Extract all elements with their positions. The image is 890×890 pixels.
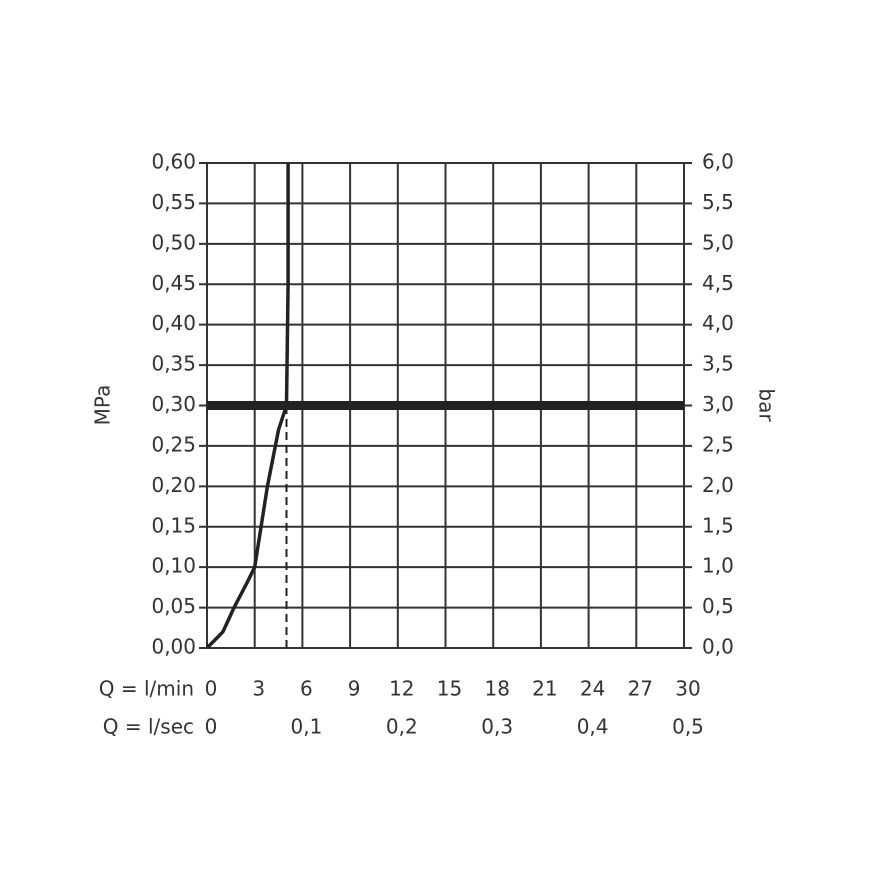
x-tick-label: 6	[300, 677, 313, 701]
y2-tick-label: 0,5	[702, 594, 734, 618]
x2-tick-label: 0,1	[290, 715, 322, 739]
y-axis-label: MPa	[91, 385, 115, 426]
y2-tick-label: 3,0	[702, 392, 734, 416]
y2-tick-label: 3,5	[702, 352, 734, 376]
x-tick-label: 27	[628, 677, 653, 701]
y-tick-label: 0,45	[151, 271, 196, 295]
y2-tick-label: 2,0	[702, 473, 734, 497]
x-tick-label: 9	[348, 677, 361, 701]
y2-tick-label: 4,5	[702, 271, 734, 295]
y2-tick-label: 2,5	[702, 432, 734, 456]
y-tick-label: 0,25	[151, 432, 196, 456]
y2-tick-label: 4,0	[702, 311, 734, 335]
y-tick-label: 0,00	[151, 635, 196, 659]
x-tick-label: 18	[484, 677, 509, 701]
y-tick-label: 0,10	[151, 554, 196, 578]
y-tick-label: 0,40	[151, 311, 196, 335]
y-tick-label: 0,15	[151, 513, 196, 537]
x2-tick-label: 0,3	[481, 715, 513, 739]
y2-tick-label: 5,0	[702, 230, 734, 254]
x-tick-label: 3	[252, 677, 265, 701]
curve	[205, 163, 290, 650]
y2-axis-label: bar	[755, 388, 779, 422]
y-tick-label: 0,05	[151, 594, 196, 618]
x2-tick-label: 0,5	[672, 715, 704, 739]
x-tick-label: 30	[675, 677, 700, 701]
y-tick-label: 0,50	[151, 230, 196, 254]
x-axis-label: Q = l/min	[99, 677, 194, 701]
x-tick-label: 21	[532, 677, 557, 701]
y-tick-label: 0,55	[151, 190, 196, 214]
x2-tick-label: 0	[205, 715, 218, 739]
y-tick-label: 0,60	[151, 150, 196, 174]
x-tick-label: 0	[205, 677, 218, 701]
y2-tick-label: 1,0	[702, 554, 734, 578]
y-tick-label: 0,35	[151, 352, 196, 376]
y2-tick-label: 5,5	[702, 190, 734, 214]
x2-tick-label: 0,2	[386, 715, 418, 739]
x2-tick-label: 0,4	[577, 715, 609, 739]
x-tick-label: 12	[389, 677, 414, 701]
y2-tick-label: 0,0	[702, 635, 734, 659]
y-tick-label: 0,30	[151, 392, 196, 416]
x-tick-label: 24	[580, 677, 605, 701]
y-tick-label: 0,20	[151, 473, 196, 497]
x-tick-label: 15	[437, 677, 462, 701]
y2-tick-label: 1,5	[702, 513, 734, 537]
x2-axis-label: Q = l/sec	[103, 715, 194, 739]
y2-tick-label: 6,0	[702, 150, 734, 174]
